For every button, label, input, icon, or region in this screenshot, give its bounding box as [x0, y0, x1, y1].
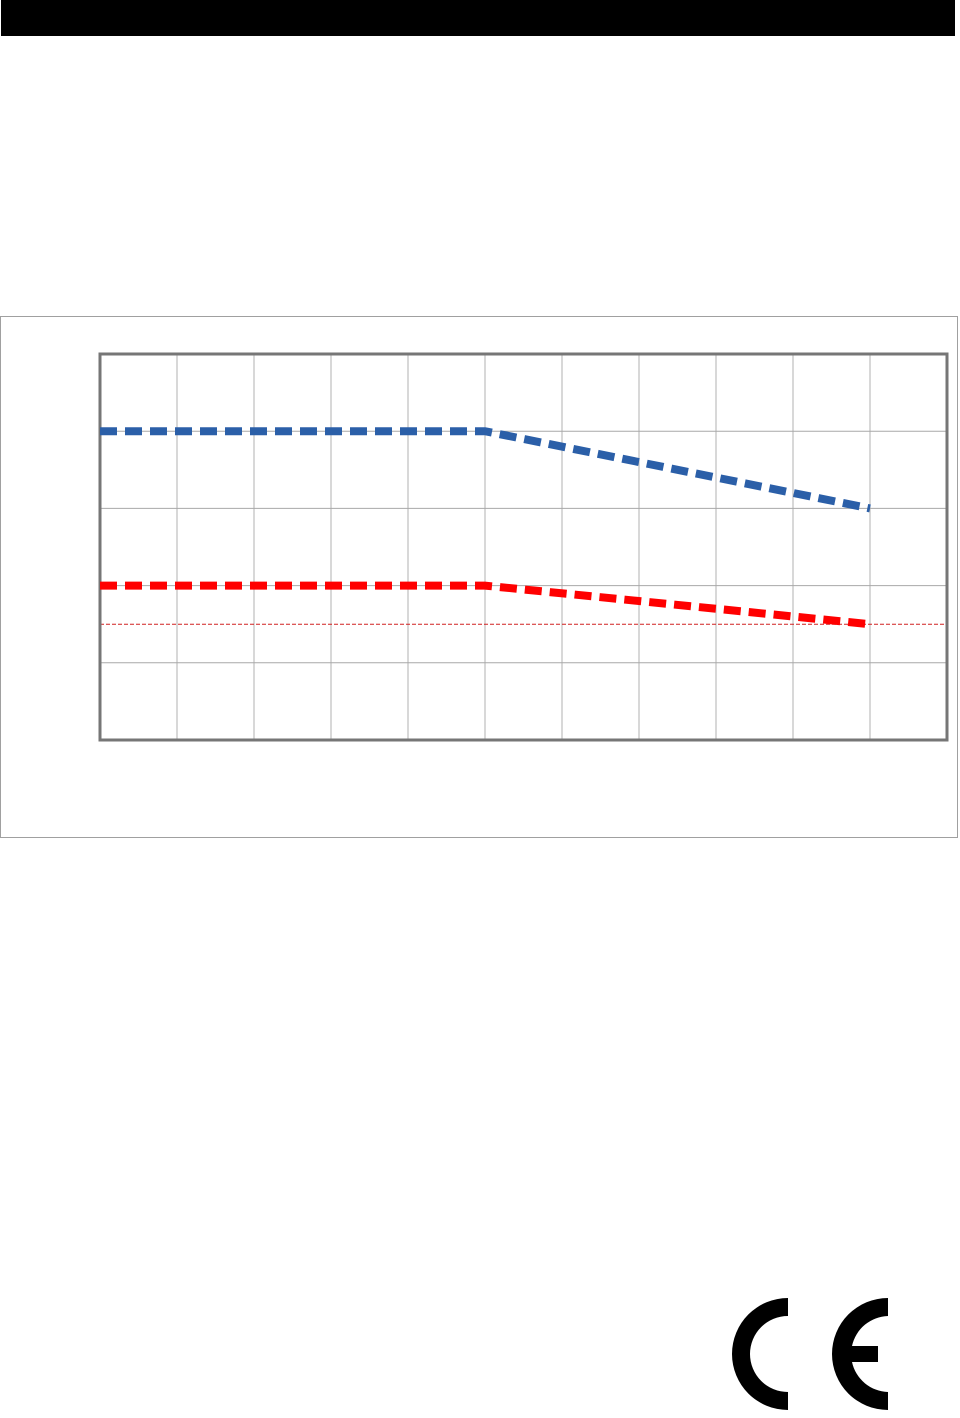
chart-frame: [0, 316, 958, 838]
line-chart: [98, 352, 949, 742]
header-bar: [1, 0, 955, 36]
series-line-2: [100, 581, 871, 629]
series-line-1: [100, 427, 871, 513]
plot-area-border: [98, 352, 949, 742]
ce-mark-logo: [732, 1298, 888, 1410]
